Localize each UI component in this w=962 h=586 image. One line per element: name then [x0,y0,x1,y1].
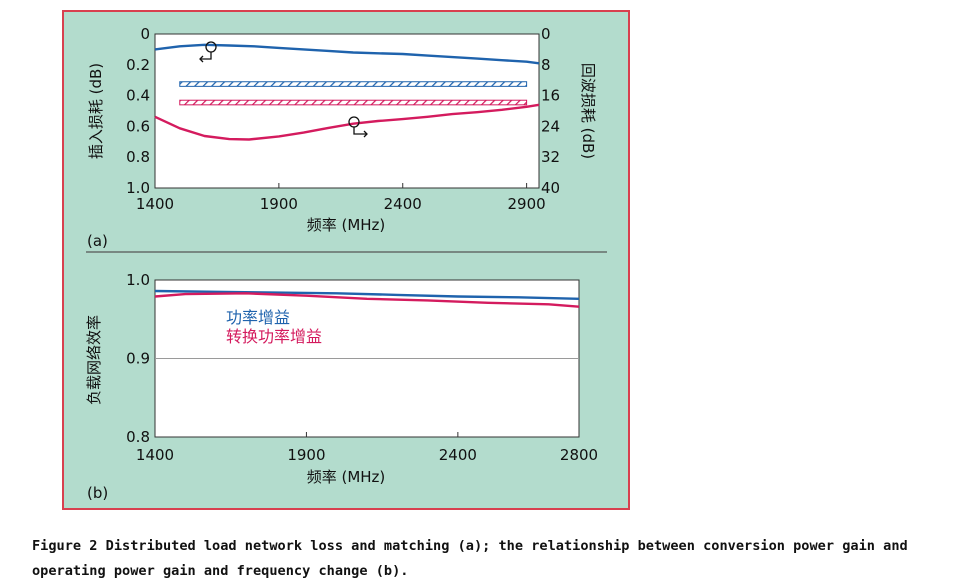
panel-b-y-tick-label: 0.8 [126,428,150,446]
panel-b-series-power-gain-line [154,289,580,300]
panel-a-hatched-band-magenta [179,99,528,106]
panel-b-x-tick-label: 1900 [287,446,325,464]
panel-a-y-tick-label: 0 [140,25,150,43]
panel-b-xlabel: 频率 (MHz) [307,468,386,486]
panel-a-y2-tick-label: 24 [541,117,560,135]
panel-a-label: (a) [87,232,108,250]
panel-a-y-tick-label: 0.2 [126,56,150,74]
panel-b-x-tick-label: 2400 [439,446,477,464]
panel-a-y2-tick-label: 8 [541,56,551,74]
panel-a-ylabel: 插入损耗 (dB) [87,63,105,159]
panel-a-xlabel: 频率 (MHz) [307,216,386,234]
panel-a-y2-tick-label: 32 [541,148,560,166]
figure-caption: Figure 2 Distributed load network loss a… [32,538,908,579]
panel-a-y2label: 回波损耗 (dB) [579,63,597,159]
panel-a-hatched-band-blue [179,81,528,87]
panel-b-x-tick-label: 2800 [560,446,598,464]
panel-a-insertion-return-loss: 1400 1900 2400 2900 0 0.2 0.4 0.6 0.8 1.0 0 8 16 24… [87,25,597,250]
panel-a-y2-tick-label: 40 [541,179,560,197]
panel-a-y2-tick-label: 16 [541,87,560,105]
panel-a-y-tick-label: 0.6 [126,117,150,135]
magenta-series-axis-marker [348,116,368,138]
panel-a-y2-tick-label: 0 [541,25,551,43]
panel-a-y-tick-label: 0.8 [126,148,150,166]
panel-a-x-tick-label: 2400 [384,195,422,213]
panel-a-y-tick-label: 1.0 [126,179,150,197]
panel-a-series-insertion-loss-line [154,43,540,65]
panel-b-efficiency: 1400 1900 2400 2800 0.8 0.9 1.0 功率增益 转换功率增益 频… [85,271,598,502]
panel-b-x-tick-label: 1400 [136,446,174,464]
legend-entry-conversion-power-gain: 转换功率增益 [226,327,322,346]
panel-b-label: (b) [87,484,108,502]
legend-entry-power-gain: 功率增益 [226,308,290,327]
panel-b-ylabel: 负载网络效率 [85,315,103,405]
panel-a-series-return-loss-line [154,103,540,141]
panel-b-y-tick-label: 1.0 [126,271,150,289]
panel-b-series-conversion-power-gain-line [154,292,580,308]
blue-series-axis-marker [199,41,217,63]
panel-a-x-tick-label: 1900 [260,195,298,213]
panel-a-x-tick-label: 1400 [136,195,174,213]
panel-a-x-tick-label: 2900 [508,195,546,213]
panel-b-y-tick-label: 0.9 [126,350,150,368]
panel-a-y-tick-label: 0.4 [126,87,150,105]
